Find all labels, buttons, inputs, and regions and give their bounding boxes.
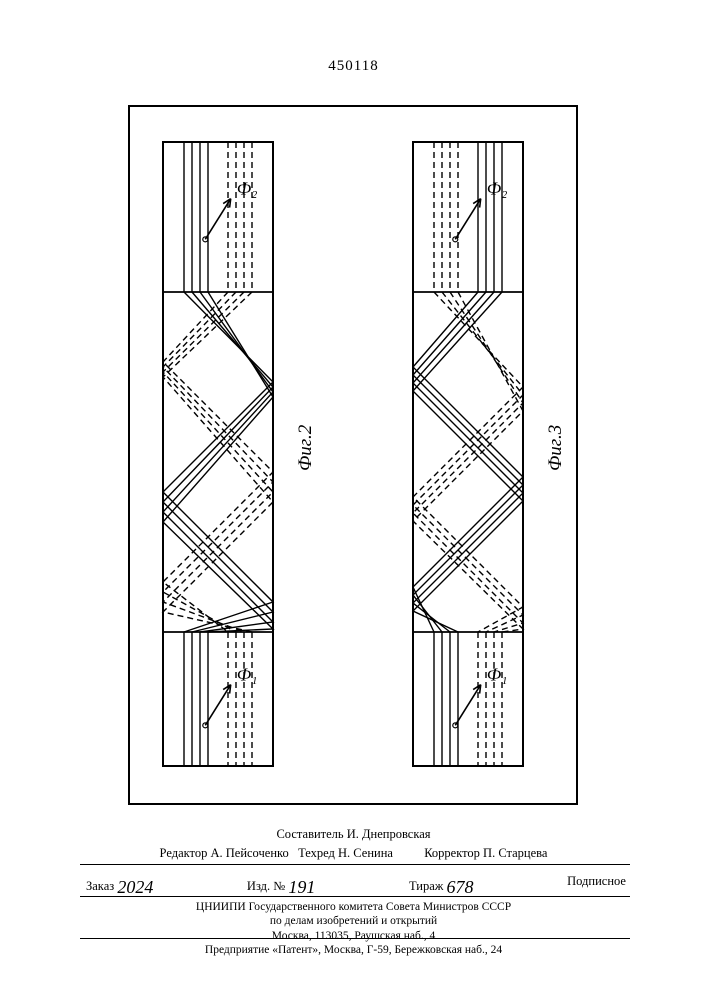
svg-text:Ф₂: Ф₂ bbox=[237, 179, 258, 199]
subscription-label: Подписное bbox=[567, 874, 626, 895]
page-number: 450118 bbox=[328, 58, 378, 75]
tirazh-value: 678 bbox=[447, 877, 474, 898]
svg-text:Ф₁: Ф₁ bbox=[487, 665, 508, 685]
edition-value: 191 bbox=[288, 877, 315, 898]
figures-container: Ф₁ Ф₂ Ф₁ Ф₂ bbox=[128, 105, 578, 805]
footer-line-1: ЦНИИПИ Государственного комитета Совета … bbox=[0, 900, 707, 914]
svg-text:Ф₁: Ф₁ bbox=[237, 665, 258, 685]
printer-line: Предприятие «Патент», Москва, Г-59, Бере… bbox=[0, 944, 707, 956]
svg-text:Ф₂: Ф₂ bbox=[487, 179, 508, 199]
figure-label-2: Фиг.2 bbox=[295, 425, 317, 471]
order-label: Заказ bbox=[86, 879, 114, 894]
edition-cell: Изд. № 191 bbox=[247, 874, 315, 895]
edition-label: Изд. № bbox=[247, 879, 285, 894]
diagram-svg: Ф₁ Ф₂ Ф₁ Ф₂ bbox=[130, 107, 580, 807]
techred-prefix: Техред bbox=[298, 846, 335, 860]
order-value: 2024 bbox=[117, 877, 153, 898]
staff-line: Редактор А. Пейсоченко Техред Н. Сенина … bbox=[0, 846, 707, 861]
compiler-line: Составитель И. Днепровская bbox=[0, 827, 707, 842]
editor-name: А. Пейсоченко bbox=[210, 846, 288, 860]
credits-block: Составитель И. Днепровская Редактор А. П… bbox=[0, 827, 707, 865]
techred-name: Н. Сенина bbox=[338, 846, 393, 860]
corrector-prefix: Корректор bbox=[424, 846, 480, 860]
compiler-name: И. Днепровская bbox=[347, 827, 431, 841]
tirazh-cell: Тираж 678 bbox=[409, 874, 474, 895]
order-row: Заказ 2024 Изд. № 191 Тираж 678 Подписно… bbox=[86, 874, 626, 895]
divider-1 bbox=[80, 864, 630, 865]
footer-block: ЦНИИПИ Государственного комитета Совета … bbox=[0, 900, 707, 943]
order-cell: Заказ 2024 bbox=[86, 874, 153, 895]
footer-line-2: по делам изобретений и открытий bbox=[0, 914, 707, 928]
tirazh-label: Тираж bbox=[409, 879, 443, 894]
footer-line-3: Москва, 113035, Раушская наб., 4 bbox=[0, 929, 707, 943]
figure-label-3: Фиг.3 bbox=[545, 425, 567, 471]
divider-3 bbox=[80, 938, 630, 939]
compiler-prefix: Составитель bbox=[276, 827, 343, 841]
divider-2 bbox=[80, 896, 630, 897]
editor-prefix: Редактор bbox=[160, 846, 208, 860]
corrector-name: П. Старцева bbox=[483, 846, 547, 860]
